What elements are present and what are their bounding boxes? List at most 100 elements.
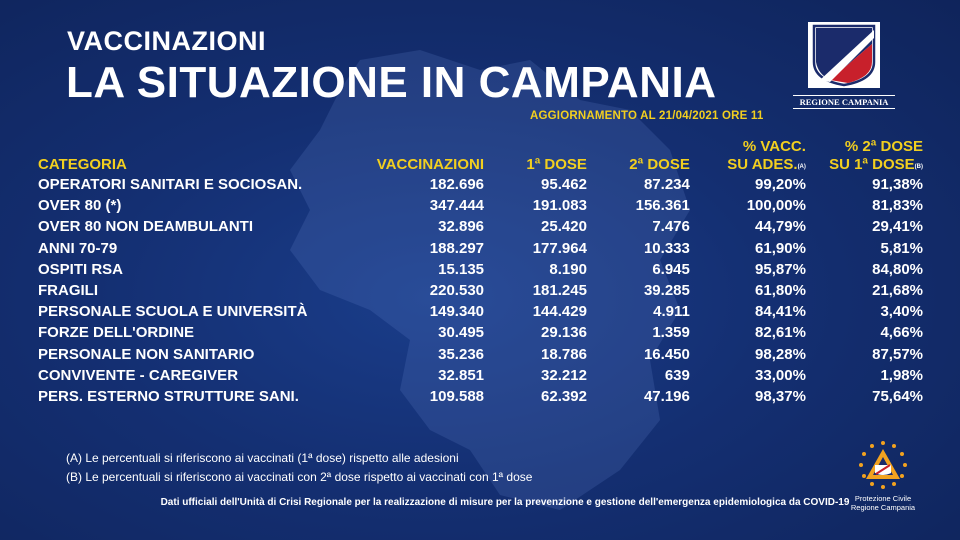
- row-vaccinations: 15.135: [438, 260, 485, 278]
- regione-campania-logo: [808, 22, 880, 88]
- row-category: PERSONALE NON SANITARIO: [38, 345, 255, 363]
- row-category: PERS. ESTERNO STRUTTURE SANI.: [38, 387, 299, 405]
- table-header-row: CATEGORIA VACCINAZIONI 1ª DOSE 2ª DOSE %…: [38, 138, 923, 174]
- header-pct-b-note: (B): [914, 164, 923, 170]
- row-dose2: 4.911: [653, 303, 690, 321]
- row-dose1: 181.245: [532, 282, 587, 300]
- table-row: OVER 80 NON DEAMBULANTI 32.896 25.420 7.476…: [38, 216, 923, 237]
- table-body: OPERATORI SANITARI E SOCIOSAN. 182.696 95.…: [38, 174, 923, 407]
- header-pct-a-line2: SU ADES.: [727, 156, 798, 173]
- row-dose2: 47.196: [643, 387, 690, 405]
- row-pct-b: 84,80%: [872, 260, 923, 278]
- row-category: FORZE DELL'ORDINE: [38, 324, 195, 342]
- page-title: LA SITUAZIONE IN CAMPANIA: [66, 58, 717, 107]
- table-row: PERSONALE SCUOLA E UNIVERSITÀ 149.340 144.…: [38, 301, 923, 322]
- footnotes: (A) Le percentuali si riferiscono ai vac…: [66, 449, 532, 487]
- header-pct-a: % VACC. SU ADES.(A): [690, 138, 806, 174]
- row-dose1: 32.212: [541, 366, 587, 384]
- row-vaccinations: 188.297: [429, 239, 485, 257]
- table-row: OVER 80 (*) 347.444 191.083 156.361 100,00% 8…: [38, 195, 923, 216]
- row-pct-a: 98,28%: [755, 345, 806, 363]
- header-dose2: 2ª DOSE: [629, 156, 690, 173]
- row-category: FRAGILI: [38, 282, 98, 300]
- row-category: OVER 80 (*): [38, 197, 122, 215]
- row-dose1: 95.462: [541, 176, 587, 194]
- row-pct-b: 4,66%: [880, 324, 923, 342]
- row-pct-a: 61,90%: [755, 239, 806, 257]
- header-vaccinations: VACCINAZIONI: [376, 156, 485, 173]
- regione-campania-label: REGIONE CAMPANIA: [793, 95, 895, 109]
- table-row: OSPITI RSA 15.135 8.190 6.945 95,87% 84,80%: [38, 259, 923, 280]
- row-dose2: 39.285: [643, 282, 690, 300]
- footnote-b: (B) Le percentuali si riferiscono ai vac…: [66, 470, 533, 484]
- header-category: CATEGORIA: [38, 156, 127, 173]
- update-timestamp: AGGIORNAMENTO AL 21/04/2021 ORE 11: [530, 110, 764, 122]
- row-pct-a: 100,00%: [746, 197, 806, 215]
- row-dose2: 10.333: [643, 239, 690, 257]
- table-row: ANNI 70-79 188.297 177.964 10.333 61,90% 5,81…: [38, 238, 923, 259]
- row-category: PERSONALE SCUOLA E UNIVERSITÀ: [38, 303, 308, 321]
- protezione-civile-icon: [859, 441, 907, 489]
- row-pct-b: 21,68%: [872, 282, 923, 300]
- row-pct-b: 91,38%: [872, 176, 923, 194]
- row-pct-a: 82,61%: [755, 324, 806, 342]
- row-category: OSPITI RSA: [38, 260, 124, 278]
- header-pct-a-line1: % VACC.: [742, 138, 806, 155]
- table-row: FORZE DELL'ORDINE 30.495 29.136 1.359 82,61%…: [38, 322, 923, 343]
- row-dose2: 639: [664, 366, 690, 384]
- coat-of-arms-icon: [808, 22, 880, 88]
- footer-source: Dati ufficiali dell'Unità di Crisi Regio…: [160, 497, 850, 508]
- row-pct-a: 84,41%: [755, 303, 806, 321]
- row-pct-b: 29,41%: [872, 218, 923, 236]
- row-pct-a: 44,79%: [755, 218, 806, 236]
- row-vaccinations: 32.896: [438, 218, 485, 236]
- row-dose2: 16.450: [643, 345, 690, 363]
- row-dose1: 8.190: [549, 260, 587, 278]
- row-category: OPERATORI SANITARI E SOCIOSAN.: [38, 176, 303, 194]
- header-pct-a-note: (A): [797, 164, 806, 170]
- protezione-civile-line2: Regione Campania: [850, 503, 916, 512]
- row-pct-a: 98,37%: [755, 387, 806, 405]
- table-row: CONVIVENTE - CAREGIVER 32.851 32.212 639 33,…: [38, 365, 923, 386]
- row-dose2: 156.361: [635, 197, 690, 215]
- table-row: FRAGILI 220.530 181.245 39.285 61,80% 21,68%: [38, 280, 923, 301]
- row-pct-b: 3,40%: [880, 303, 923, 321]
- row-vaccinations: 347.444: [429, 197, 485, 215]
- row-dose2: 7.476: [652, 218, 690, 236]
- row-pct-b: 75,64%: [872, 387, 923, 405]
- row-pct-b: 81,83%: [872, 197, 923, 215]
- header-pct-b-line1: % 2ª DOSE: [844, 138, 923, 155]
- row-category: CONVIVENTE - CAREGIVER: [38, 366, 239, 384]
- row-dose2: 1.359: [652, 324, 690, 342]
- row-dose1: 191.083: [532, 197, 587, 215]
- table-row: OPERATORI SANITARI E SOCIOSAN. 182.696 95.…: [38, 174, 923, 195]
- table-row: PERS. ESTERNO STRUTTURE SANI. 109.588 62.3…: [38, 386, 923, 407]
- footnote-a: (A) Le percentuali si riferiscono ai vac…: [66, 451, 459, 465]
- row-pct-a: 61,80%: [755, 282, 806, 300]
- row-vaccinations: 35.236: [438, 345, 485, 363]
- header-pct-b: % 2ª DOSE SU 1ª DOSE(B): [806, 138, 923, 174]
- campania-map-silhouette: [290, 50, 690, 510]
- row-pct-b: 5,81%: [880, 239, 923, 257]
- row-dose1: 29.136: [541, 324, 587, 342]
- row-vaccinations: 32.851: [438, 366, 485, 384]
- row-pct-a: 95,87%: [755, 260, 806, 278]
- row-dose1: 62.392: [541, 387, 587, 405]
- row-pct-b: 1,98%: [880, 366, 923, 384]
- row-category: ANNI 70-79: [38, 239, 118, 257]
- row-dose1: 18.786: [541, 345, 587, 363]
- row-pct-a: 99,20%: [755, 176, 806, 194]
- row-dose1: 177.964: [532, 239, 587, 257]
- header-dose1: 1ª DOSE: [526, 156, 587, 173]
- row-dose1: 144.429: [532, 303, 587, 321]
- row-vaccinations: 182.696: [429, 176, 485, 194]
- row-category: OVER 80 NON DEAMBULANTI: [38, 218, 254, 236]
- row-vaccinations: 30.495: [438, 324, 485, 342]
- row-vaccinations: 109.588: [429, 387, 485, 405]
- row-pct-b: 87,57%: [872, 345, 923, 363]
- protezione-civile-line1: Protezione Civile: [854, 494, 912, 503]
- row-dose2: 6.945: [652, 260, 690, 278]
- protezione-civile-label: Protezione Civile Regione Campania: [833, 494, 933, 512]
- row-pct-a: 33,00%: [755, 366, 806, 384]
- row-dose1: 25.420: [541, 218, 587, 236]
